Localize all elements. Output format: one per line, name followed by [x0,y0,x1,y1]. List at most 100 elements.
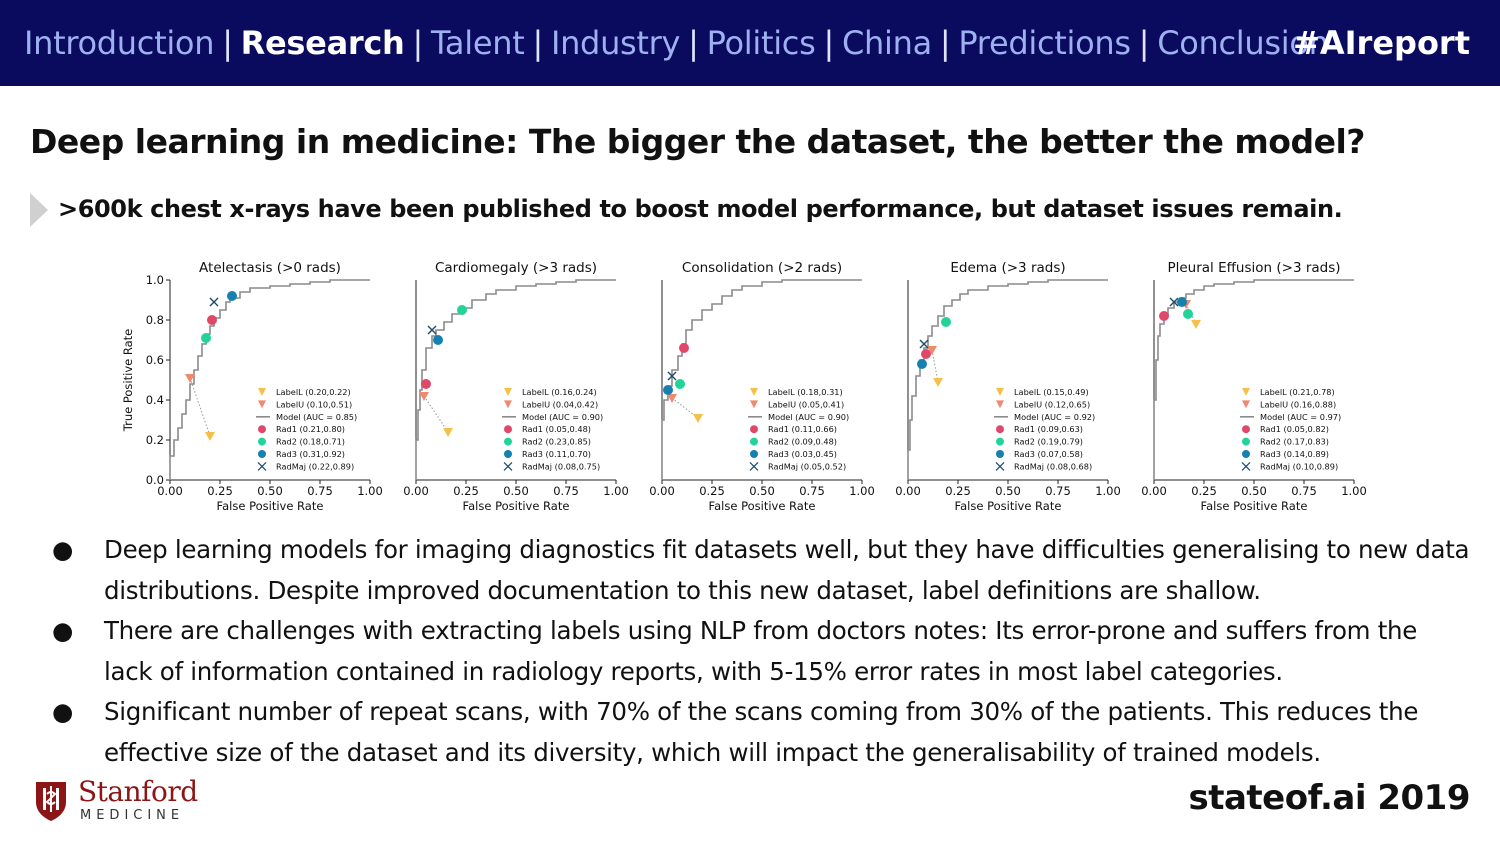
legend-entry: Rad2 (0.19,0.79) [996,437,1083,447]
labell-legend-swatch [1242,388,1250,396]
rad2-marker [201,333,211,343]
bullet-text: There are challenges with extracting lab… [104,616,1418,686]
radmaj-marker [667,371,677,381]
x-tick-label: 0.50 [503,484,529,498]
stanford-shield-icon [36,782,66,821]
x-tick-label: 0.00 [649,484,675,498]
nav-item-introduction[interactable]: Introduction [24,24,215,62]
labelu-legend-swatch [258,400,266,409]
roc-chart: Edema (>3 rads) 0.00 0.25 0.50 0.75 1.00 False… [895,260,1121,513]
nav-item-conclusion[interactable]: Conclusion [1157,24,1329,62]
legend-label: Rad3 (0.31,0.92) [276,449,345,459]
legend-entry: LabelU (0.16,0.88) [1242,399,1336,409]
radmaj-marker [427,325,437,335]
labelu-legend-swatch [504,400,512,409]
rad1-marker [421,379,431,389]
radmaj-marker [209,297,219,307]
x-tick-label: 1.00 [603,484,629,498]
x-axis-label: False Positive Rate [1201,499,1308,513]
y-axis-label: True Positive Rate [121,329,135,432]
model-roc-curve [415,279,616,480]
section-nav: Introduction | Research | Talent | Industry | Po… [24,24,1329,62]
radmaj-legend-swatch [503,461,513,471]
nav-separator: | [688,24,699,62]
legend-label: RadMaj (0.22,0.89) [276,461,354,471]
x-tick-label: 0.50 [749,484,775,498]
x-tick-label: 0.75 [307,484,333,498]
legend-label: Rad3 (0.03,0.45) [768,449,837,459]
roc-chart: Atelectasis (>0 rads) 0.00 0.25 0.50 0.75 1.0… [121,260,383,513]
legend-entry: LabelU (0.10,0.51) [258,399,352,409]
labelu-legend-swatch [1242,400,1250,409]
labell-legend-swatch [258,388,266,396]
nav-separator: | [1138,24,1150,62]
legend-label: Model (AUC = 0.92) [1014,412,1095,422]
labelu-marker [667,394,677,403]
legend-entry: LabelL (0.20,0.22) [258,387,351,397]
legend-label: LabelL (0.15,0.49) [1014,387,1089,397]
chevron-right-icon [30,193,48,227]
legend-entry: LabelL (0.18,0.31) [750,387,843,397]
legend-label: LabelU (0.05,0.41) [768,399,844,409]
legend-entry: Rad3 (0.07,0.58) [996,449,1083,459]
x-tick-label: 0.00 [895,484,921,498]
nav-item-predictions[interactable]: Predictions [958,24,1131,62]
radmaj-legend-swatch [1241,461,1251,471]
legend-label: Rad3 (0.07,0.58) [1014,449,1083,459]
legend-entry: Rad1 (0.05,0.48) [504,424,591,434]
legend-entry: LabelU (0.12,0.65) [996,399,1090,409]
slide-subtitle: >600k chest x-rays have been published t… [58,195,1343,223]
legend-entry: Rad2 (0.09,0.48) [750,437,837,447]
nav-separator: | [939,24,951,62]
y-tick-label: 0.6 [146,353,164,367]
model-roc-curve [169,279,370,480]
legend-entry: Model (AUC = 0.97) [1240,412,1341,422]
chart-title: Atelectasis (>0 rads) [199,260,341,276]
labell-marker [693,414,703,423]
x-tick-label: 0.25 [945,484,971,498]
x-tick-label: 1.00 [1095,484,1121,498]
legend-entry: LabelL (0.15,0.49) [996,387,1089,397]
rad1-legend-swatch [504,425,512,434]
rad1-marker [1159,311,1169,321]
legend-entry: Model (AUC = 0.90) [748,412,849,422]
rad1-legend-swatch [258,425,266,434]
y-tick-label: 0.0 [146,473,164,487]
labell-marker [443,428,453,437]
legend-entry: Rad1 (0.09,0.63) [996,424,1083,434]
legend-entry: RadMaj (0.08,0.75) [503,461,600,471]
nav-separator: | [532,24,543,62]
label-connector [189,377,211,437]
legend-label: Rad2 (0.09,0.48) [768,437,837,447]
nav-item-talent[interactable]: Talent [430,24,525,62]
labelu-legend-swatch [996,400,1004,409]
roc-chart: Pleural Effusion (>3 rads) 0.00 0.25 0.50 0.… [1141,260,1367,513]
label-connector [423,395,449,433]
nav-item-politics[interactable]: Politics [706,24,816,62]
x-tick-label: 0.25 [453,484,479,498]
report-hashtag: #AIreport [1293,24,1470,62]
rad2-marker [1183,309,1193,319]
legend-label: LabelL (0.18,0.31) [768,387,843,397]
radmaj-legend-swatch [749,461,759,471]
bullet-marker: ● [52,697,74,726]
legend-entry: Rad1 (0.21,0.80) [258,424,345,434]
chart-title: Pleural Effusion (>3 rads) [1167,260,1340,276]
rad2-marker [675,379,685,389]
legend-label: LabelL (0.21,0.78) [1260,387,1335,397]
model-roc-curve [1153,279,1354,480]
rad1-legend-swatch [1242,425,1250,434]
x-axis-label: False Positive Rate [709,499,816,513]
nav-item-china[interactable]: China [841,24,932,62]
x-axis-label: False Positive Rate [955,499,1062,513]
legend-label: LabelU (0.04,0.42) [522,399,598,409]
nav-item-industry[interactable]: Industry [550,24,681,62]
legend-label: RadMaj (0.05,0.52) [768,461,846,471]
legend-label: Model (AUC = 0.97) [1260,412,1341,422]
legend-entry: Rad1 (0.11,0.66) [750,424,837,434]
legend-entry: Rad2 (0.17,0.83) [1242,437,1329,447]
legend-entry: Rad2 (0.23,0.85) [504,437,591,447]
nav-item-research[interactable]: Research [240,24,405,62]
y-tick-label: 0.8 [146,313,164,327]
legend-label: Rad2 (0.17,0.83) [1260,437,1329,447]
